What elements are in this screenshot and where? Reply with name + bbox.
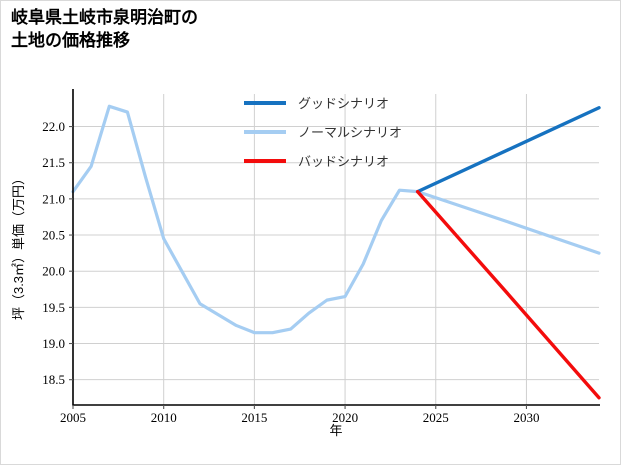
legend-label-bad: バッドシナリオ [298, 154, 389, 169]
gridlines [73, 94, 599, 405]
y-tick-label: 19.0 [42, 336, 65, 351]
data-series-group [71, 104, 601, 400]
series-line-normal [71, 104, 601, 335]
x-tick-label: 2030 [513, 410, 539, 425]
page-title: 岐阜県土岐市泉明治町の 土地の価格推移 [11, 8, 198, 50]
y-tick-label: 21.5 [42, 155, 65, 170]
y-tick-label: 21.0 [42, 191, 65, 206]
y-tick-label: 20.5 [42, 228, 65, 243]
y-tick-label: 20.0 [42, 264, 65, 279]
legend-label-normal: ノーマルシナリオ [298, 125, 402, 140]
x-axis-tick-labels: 2005 2010 2015 2020 2025 2030 [60, 405, 539, 425]
y-tick-label: 18.5 [42, 372, 65, 387]
series-line-good [415, 106, 601, 194]
y-axis-title: 坪（3.3㎡）単価（万円） [11, 172, 26, 320]
x-tick-label: 2005 [60, 410, 86, 425]
y-tick-label: 19.5 [42, 300, 65, 315]
x-tick-label: 2020 [332, 410, 358, 425]
y-axis-tick-labels: 18.5 19.0 19.5 20.0 20.5 21.0 21.5 22.0 [42, 119, 73, 387]
series-line-bad [415, 189, 601, 400]
x-axis-title: 年 [329, 423, 342, 438]
x-tick-label: 2015 [241, 410, 267, 425]
y-tick-label: 22.0 [42, 119, 65, 134]
legend-label-good: グッドシナリオ [298, 96, 389, 111]
x-tick-label: 2025 [423, 410, 449, 425]
x-tick-label: 2010 [151, 410, 177, 425]
